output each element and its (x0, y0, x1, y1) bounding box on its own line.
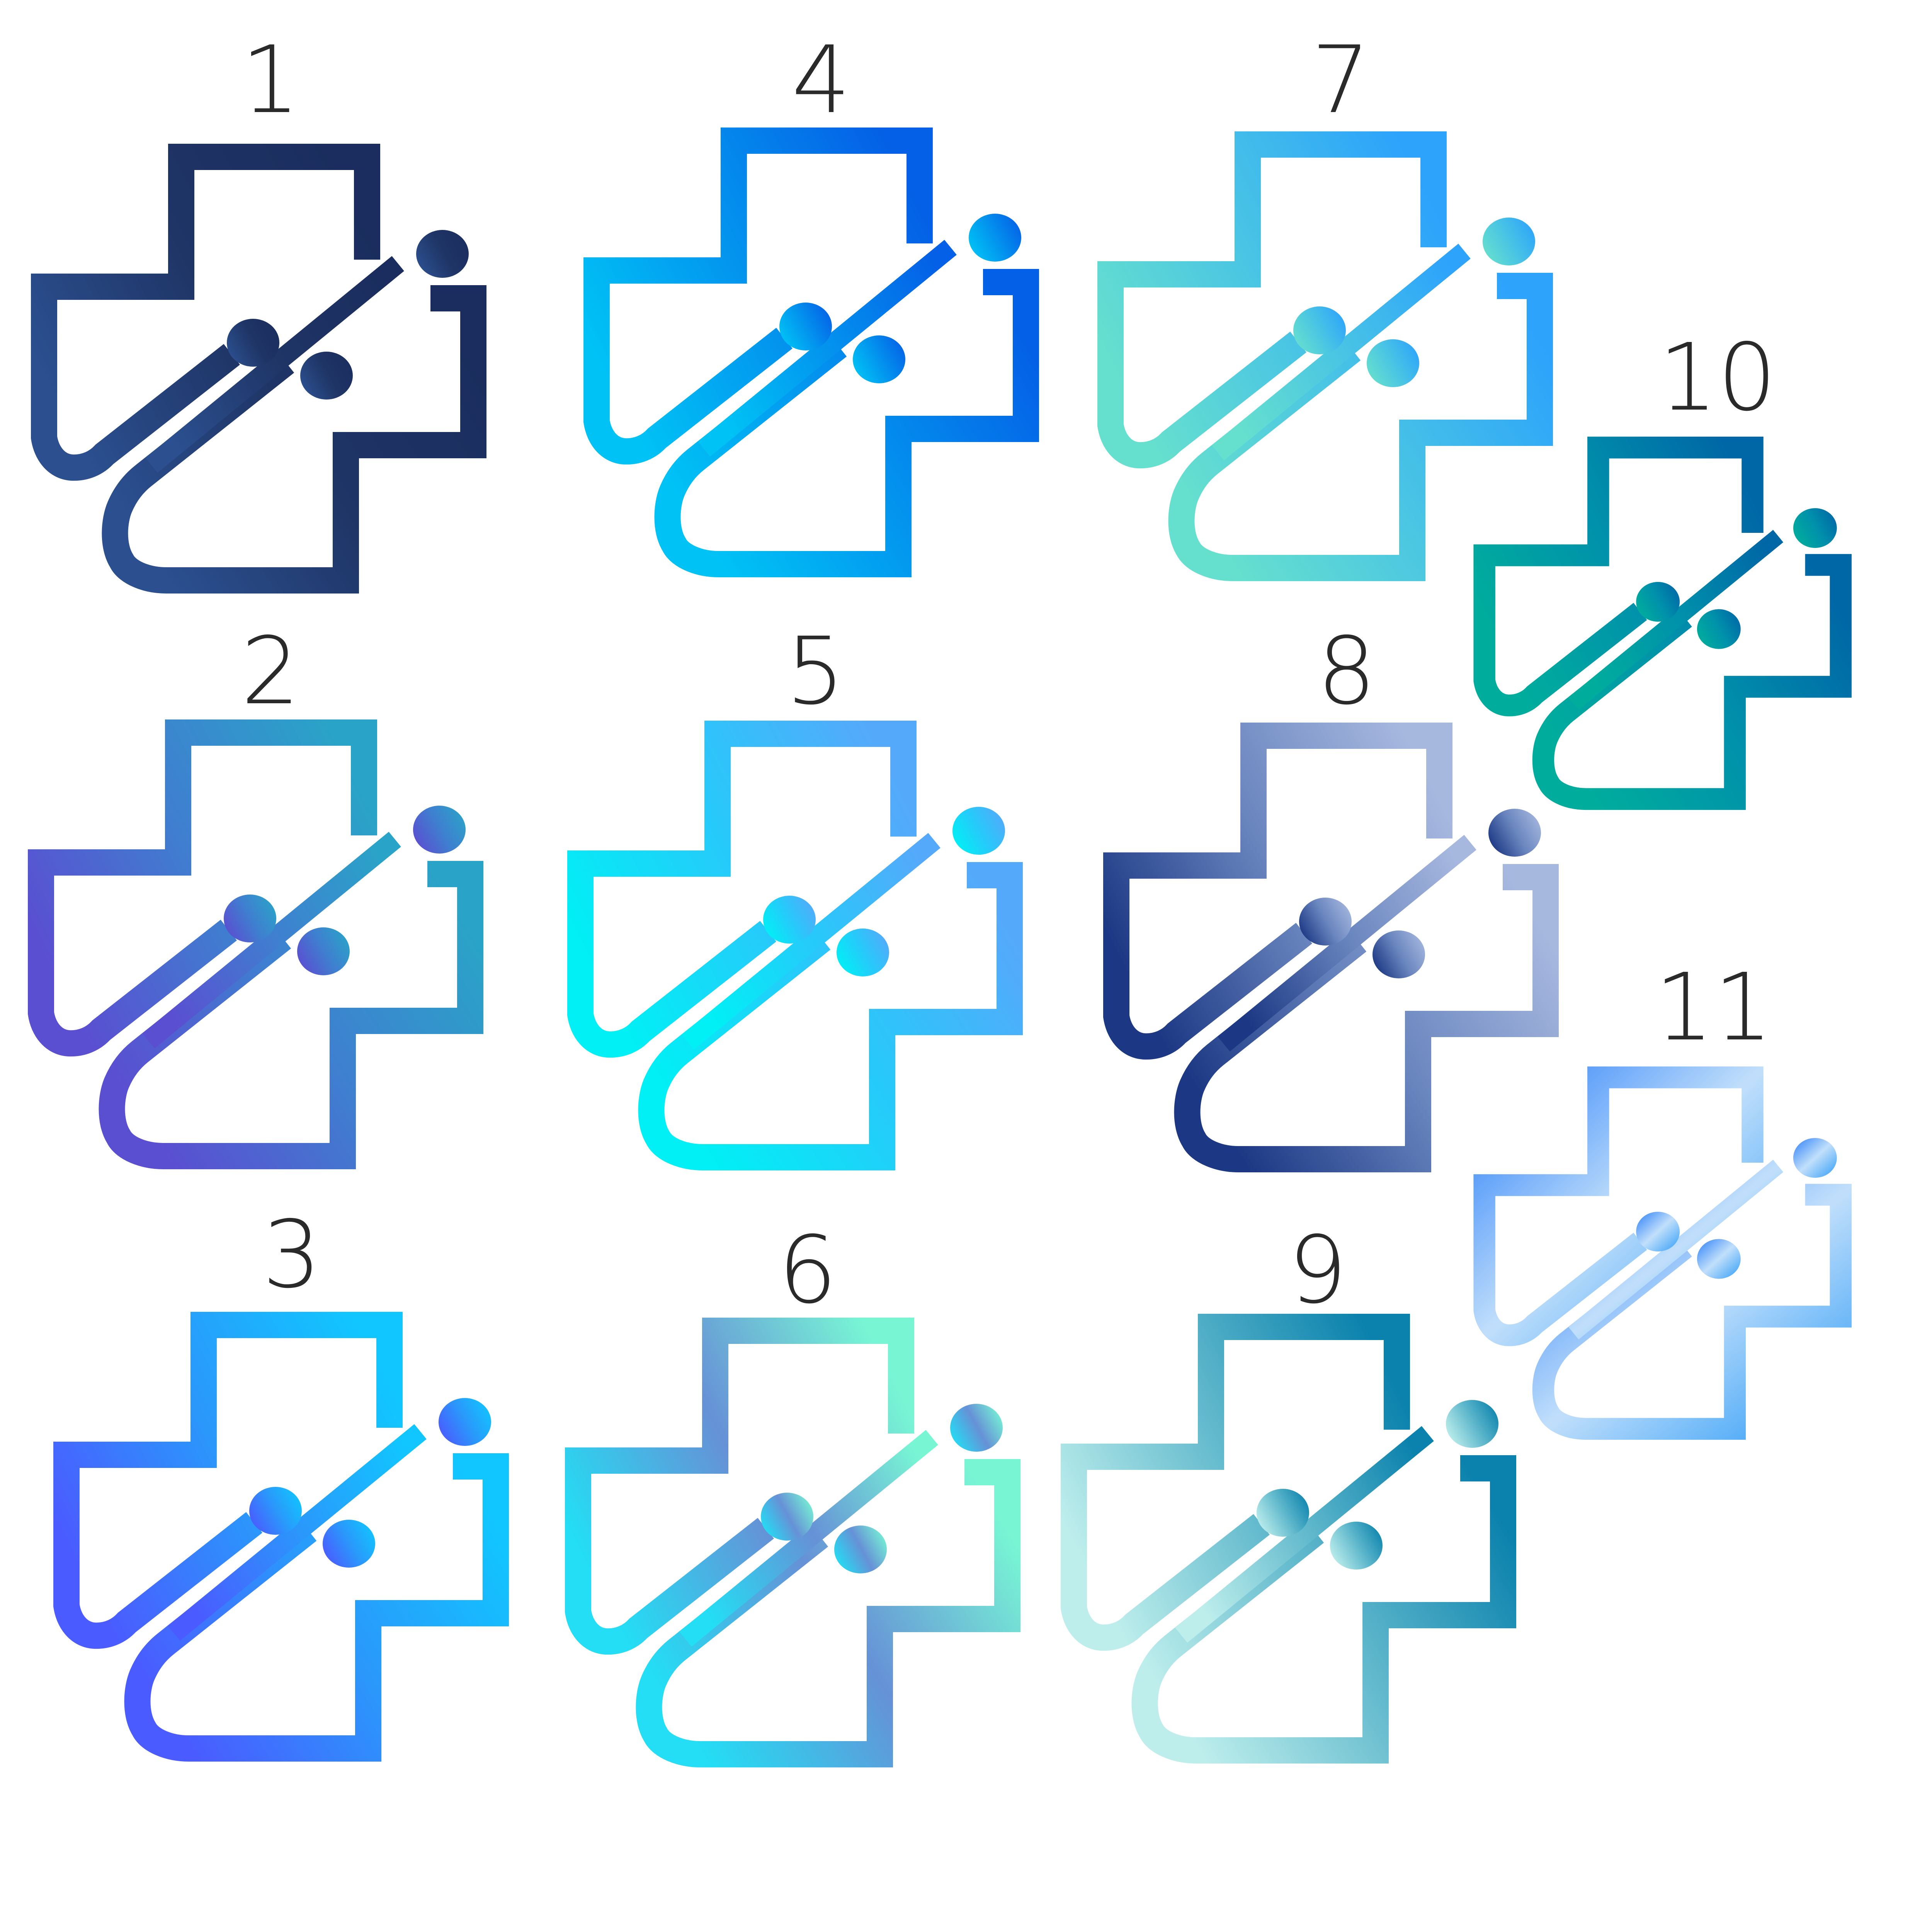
stethoscope-earpiece-icon (416, 230, 469, 278)
cross-lower-right-arm (1168, 273, 1553, 581)
variant-number-4: 4 (792, 26, 851, 134)
stethoscope-earpiece-icon (1636, 1211, 1680, 1252)
stethoscope-middle-tube (1568, 530, 1784, 710)
logo-variant-9 (1061, 1314, 1516, 1764)
stethoscope-middle-tube (1175, 1426, 1434, 1643)
variant-number-9: 9 (1288, 1216, 1347, 1324)
stethoscope-middle-tube (682, 833, 940, 1050)
logo-variant-10 (1473, 437, 1852, 810)
stethoscope-earpiece-icon (1636, 582, 1680, 622)
stethoscope-earpiece-icon (1793, 508, 1837, 548)
stethoscope-earpiece-icon (439, 1398, 491, 1446)
cross-lower-right-arm (1174, 864, 1559, 1172)
cross-upper-left-arm (1061, 1314, 1410, 1651)
variant-number-11: 11 (1655, 953, 1772, 1061)
stethoscope-middle-tube (1568, 1160, 1784, 1340)
stethoscope-earpiece-icon (1372, 930, 1425, 978)
cross-upper-left-arm (567, 721, 917, 1058)
stethoscope-earpiece-icon (1299, 898, 1352, 946)
logo-variant-6 (565, 1318, 1020, 1767)
cross-upper-left-arm (53, 1312, 403, 1649)
logo-variant-7 (1097, 131, 1553, 581)
stethoscope-middle-tube (1212, 243, 1471, 461)
cross-upper-left-arm (565, 1318, 914, 1655)
cross-lower-right-arm (636, 1459, 1020, 1767)
cross-lower-right-arm (1131, 1455, 1516, 1764)
stethoscope-earpiece-icon (761, 1493, 813, 1541)
stethoscope-middle-tube (142, 832, 401, 1049)
logo-variant-1 (31, 144, 486, 594)
cross-upper-left-arm (1473, 1066, 1764, 1346)
stethoscope-earpiece-icon (1293, 306, 1346, 354)
stethoscope-earpiece-icon (952, 807, 1005, 855)
stethoscope-earpiece-icon (1367, 339, 1419, 387)
stethoscope-earpiece-icon (227, 319, 279, 367)
stethoscope-earpiece-icon (853, 335, 905, 383)
stethoscope-earpiece-icon (779, 303, 832, 350)
stethoscope-earpiece-icon (1330, 1522, 1383, 1570)
cross-lower-right-arm (102, 285, 486, 594)
stethoscope-middle-tube (1218, 835, 1476, 1052)
variant-number-1: 1 (241, 26, 300, 134)
cross-upper-left-arm (28, 719, 377, 1057)
cross-upper-left-arm (583, 128, 933, 465)
cross-lower-right-arm (1532, 554, 1852, 810)
variant-number-3: 3 (262, 1201, 321, 1309)
variant-number-6: 6 (778, 1216, 837, 1324)
logo-variant-4 (583, 128, 1039, 577)
stethoscope-middle-tube (698, 240, 957, 457)
stethoscope-earpiece-icon (300, 352, 353, 400)
stethoscope-middle-tube (145, 256, 404, 473)
stethoscope-earpiece-icon (834, 1526, 887, 1573)
stethoscope-earpiece-icon (1446, 1400, 1498, 1448)
stethoscope-earpiece-icon (837, 929, 889, 976)
variant-number-10: 10 (1658, 323, 1776, 432)
stethoscope-earpiece-icon (323, 1520, 375, 1568)
stethoscope-earpiece-icon (763, 896, 816, 944)
cross-lower-right-arm (638, 862, 1023, 1170)
stethoscope-earpiece-icon (1488, 809, 1541, 857)
variant-number-2: 2 (241, 617, 300, 725)
stethoscope-earpiece-icon (1697, 1239, 1741, 1279)
stethoscope-earpiece-icon (950, 1404, 1003, 1452)
variant-number-7: 7 (1311, 26, 1371, 134)
stethoscope-middle-tube (679, 1430, 938, 1647)
stethoscope-earpiece-icon (224, 895, 276, 942)
cross-upper-left-arm (1103, 723, 1452, 1060)
cross-lower-right-arm (654, 269, 1039, 577)
stethoscope-earpiece-icon (1793, 1138, 1837, 1178)
cross-upper-left-arm (31, 144, 380, 481)
stethoscope-earpiece-icon (1257, 1489, 1309, 1537)
stethoscope-earpiece-icon (413, 806, 466, 854)
cross-lower-right-arm (124, 1453, 509, 1762)
stethoscope-earpiece-icon (1483, 218, 1535, 265)
cross-lower-right-arm (99, 861, 483, 1169)
logo-variant-3 (53, 1312, 509, 1762)
stethoscope-earpiece-icon (1697, 609, 1741, 649)
cross-lower-right-arm (1532, 1184, 1852, 1440)
logo-variant-2 (28, 719, 483, 1169)
stethoscope-earpiece-icon (297, 927, 350, 975)
logo-variant-8 (1103, 723, 1559, 1172)
logo-variant-11 (1473, 1066, 1852, 1440)
cross-upper-left-arm (1097, 131, 1447, 469)
stethoscope-middle-tube (168, 1424, 427, 1641)
variant-number-8: 8 (1317, 617, 1376, 725)
cross-upper-left-arm (1473, 437, 1764, 716)
stethoscope-earpiece-icon (969, 214, 1021, 262)
variant-number-5: 5 (786, 617, 845, 725)
logo-variant-5 (567, 721, 1023, 1170)
stethoscope-earpiece-icon (249, 1487, 302, 1535)
